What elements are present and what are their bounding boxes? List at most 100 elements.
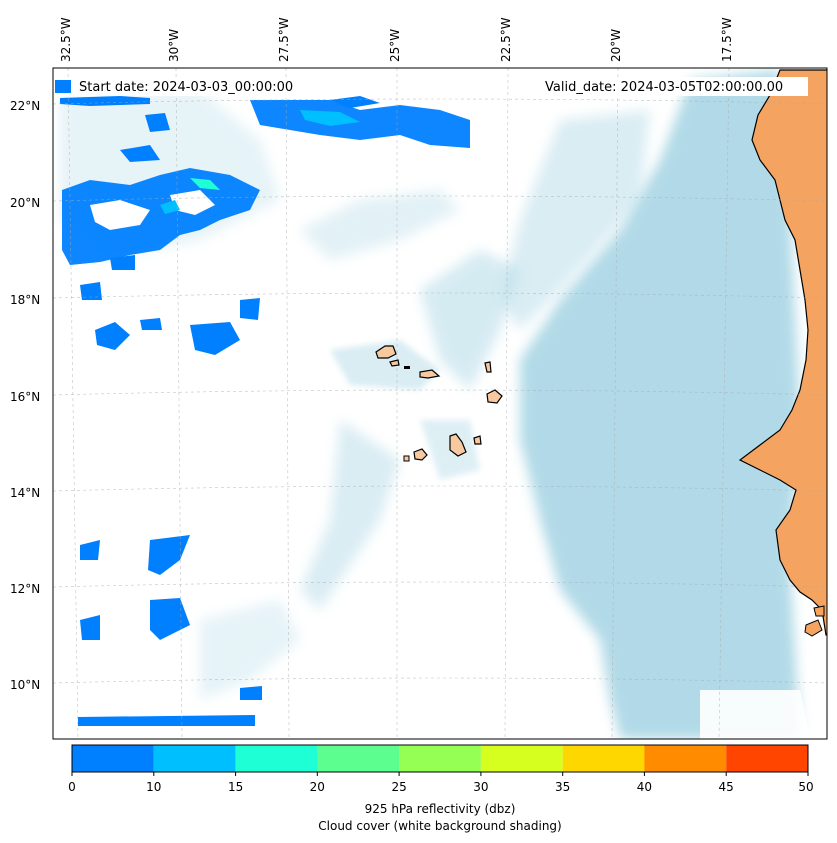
map-area: Start date: 2024-03-03_00:00:00 Valid_da… <box>53 68 827 739</box>
cloud-cover-band-9 <box>700 690 810 739</box>
colorbar-tick-label: 50 <box>798 780 813 794</box>
latitude-labels: 22°N 20°N 18°N 16°N 14°N 12°N 10°N <box>10 99 40 692</box>
cloud-cover-band-4 <box>300 420 400 610</box>
cloud-cover-band-5 <box>330 340 440 390</box>
echo-patch-7 <box>300 110 360 126</box>
lon-label: 30°W <box>167 29 181 62</box>
island-brava <box>403 455 410 462</box>
colorbar-swatch <box>72 745 154 772</box>
island-fogo <box>413 448 428 461</box>
cloud-cover-band-2 <box>420 250 520 390</box>
echo-patch-1 <box>62 168 260 265</box>
lat-label: 16°N <box>10 390 40 404</box>
info-boxes: Start date: 2024-03-03_00:00:00 Valid_da… <box>53 77 808 96</box>
parallel-12n <box>53 581 827 588</box>
parallel-18n <box>53 292 827 299</box>
colorbar-swatch <box>235 745 318 772</box>
meridian-17-5w <box>718 68 730 739</box>
colorbar-frame <box>71 744 809 773</box>
echo-patch-21 <box>80 615 100 640</box>
island-santa-luzia <box>404 366 410 369</box>
echo-patch-17 <box>240 298 260 320</box>
echo-patch-11 <box>60 96 150 106</box>
echo-patch-4 <box>190 178 220 190</box>
start-date-swatch <box>55 80 71 93</box>
lon-label: 27.5°W <box>277 17 291 62</box>
echo-patch-23 <box>240 686 262 700</box>
cloud-cover-band-3 <box>300 190 460 260</box>
meridian-27-5w <box>285 68 290 739</box>
colorbar-label-reflectivity: 925 hPa reflectivity (dbz) <box>365 802 516 816</box>
echo-patch-3 <box>170 190 215 215</box>
reflectivity-patches <box>60 96 470 726</box>
cloud-cover-main <box>520 70 800 739</box>
parallel-10n <box>53 677 827 684</box>
echo-patch-2 <box>90 200 150 230</box>
colorbar-tick-label: 10 <box>146 780 161 794</box>
echo-patch-18 <box>148 535 190 575</box>
echo-patch-20 <box>150 598 190 640</box>
parallel-22n <box>53 98 827 105</box>
echo-patch-15 <box>80 282 102 300</box>
lat-label: 18°N <box>10 293 40 307</box>
colorbar-swatch <box>153 745 236 772</box>
parallel-14n <box>53 485 827 492</box>
start-date-box <box>53 77 311 96</box>
lat-label: 22°N <box>10 99 40 113</box>
lat-label: 12°N <box>10 582 40 596</box>
lat-label: 10°N <box>10 678 40 692</box>
colorbar-swatch <box>644 745 727 772</box>
meridian-30w <box>175 68 183 739</box>
lat-label: 14°N <box>10 486 40 500</box>
lon-label: 22.5°W <box>499 17 513 62</box>
meridian-32-5w <box>67 68 79 739</box>
echo-patch-9 <box>120 145 160 162</box>
colorbar-tick-label: 45 <box>719 780 734 794</box>
valid-date-box <box>540 77 808 96</box>
cloud-cover-band-7 <box>200 600 300 700</box>
lon-label: 20°W <box>609 29 623 62</box>
colorbar-swatch <box>399 745 481 772</box>
island-sal <box>484 361 492 373</box>
lon-label: 32.5°W <box>59 17 73 62</box>
islet-south-2 <box>813 605 825 617</box>
colorbar-tick-label: 40 <box>637 780 652 794</box>
parallel-20n <box>53 195 827 202</box>
meridian-22-5w <box>504 68 509 739</box>
echo-patch-16 <box>110 255 135 270</box>
cloud-cover-band-1 <box>500 110 650 330</box>
parallel-16n <box>53 389 827 396</box>
valid-date-label: Valid_date: 2024-03-05T02:00:00.00 <box>545 80 783 95</box>
island-sao-nicolau <box>419 369 441 379</box>
lat-label: 20°N <box>10 196 40 210</box>
colorbar-swatch <box>317 745 400 772</box>
echo-patch-22 <box>78 715 255 726</box>
start-date-label: Start date: 2024-03-03_00:00:00 <box>79 80 293 95</box>
graticule <box>53 68 827 739</box>
colorbar-swatch <box>480 745 563 772</box>
meridian-20w <box>611 68 619 739</box>
echo-patch-10 <box>145 113 170 132</box>
african-coast <box>738 69 827 636</box>
colorbar-tick-label: 25 <box>391 780 406 794</box>
colorbar-label-cloud-cover: Cloud cover (white background shading) <box>318 819 561 833</box>
echo-patch-19 <box>80 540 100 560</box>
island-santo-antao <box>375 345 397 359</box>
lon-label: 25°W <box>388 29 402 62</box>
echo-patch-5 <box>160 200 180 214</box>
echo-patch-14 <box>140 318 162 330</box>
island-maio <box>473 435 482 445</box>
colorbar: 0 10 15 20 25 30 35 40 45 50 925 hPa ref… <box>68 744 814 833</box>
colorbar-tick-label: 20 <box>310 780 325 794</box>
map-frame <box>52 67 828 740</box>
colorbar-tick-label: 15 <box>228 780 243 794</box>
echo-patch-13 <box>190 322 240 355</box>
colorbar-tick-label: 30 <box>473 780 488 794</box>
land <box>375 69 827 637</box>
colorbar-tick-label: 0 <box>68 780 76 794</box>
island-santiago <box>449 433 467 457</box>
colorbar-tick-label: 35 <box>555 780 570 794</box>
islet-south <box>804 619 823 637</box>
colorbar-swatch <box>562 745 645 772</box>
